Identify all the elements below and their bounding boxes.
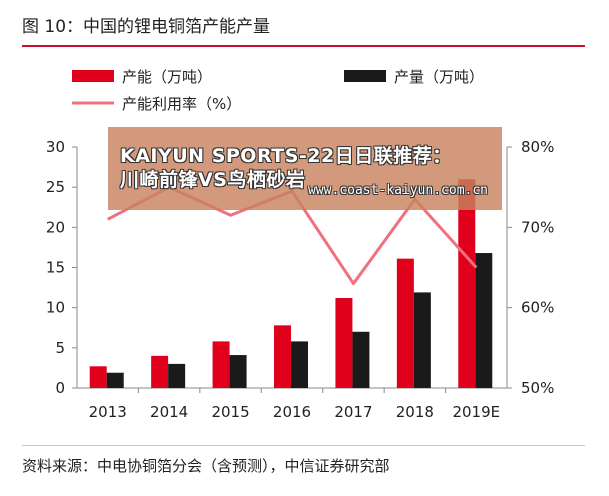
- right-tick-label: 60%: [521, 299, 554, 317]
- source-note: 资料来源：中电协铜箔分会（含预测），中信证券研究部: [22, 457, 390, 475]
- footer-divider: [22, 445, 585, 446]
- capacity-bar: [151, 355, 169, 388]
- banner-headline: KAIYUN SPORTS-22日日联推荐：: [120, 145, 452, 167]
- left-tick-label: 0: [55, 379, 65, 397]
- banner-url: www.coast-kaiyun.com.cn: [307, 183, 488, 198]
- left-tick-label: 25: [46, 178, 65, 196]
- output-bar: [475, 253, 493, 388]
- x-tick-label: 2016: [273, 403, 311, 421]
- title-divider: [22, 45, 585, 47]
- legend-swatch-0: [72, 70, 114, 82]
- legend-label-2: 产能利用率（%）: [122, 95, 241, 113]
- right-tick-label: 70%: [521, 218, 554, 236]
- x-tick-label: 2013: [89, 403, 127, 421]
- capacity-bar: [396, 258, 414, 388]
- capacity-bar: [458, 179, 476, 388]
- legend-label-1: 产量（万吨）: [394, 68, 484, 86]
- chart-area: 产能（万吨） 产量（万吨） 产能利用率（%） 0 5 10 15 20 25 30 50% 60% 7…: [46, 68, 554, 421]
- legend-label-0: 产能（万吨）: [122, 68, 212, 86]
- output-bar: [352, 331, 370, 388]
- capacity-bar: [212, 341, 230, 388]
- left-tick-label: 20: [46, 218, 65, 236]
- output-bar: [106, 372, 124, 388]
- x-tick-label: 2015: [211, 403, 249, 421]
- capacity-bar: [274, 325, 291, 388]
- output-bar: [229, 355, 247, 388]
- left-tick-label: 10: [46, 299, 65, 317]
- left-tick-label: 5: [55, 339, 65, 357]
- tick-labels: 0 5 10 15 20 25 30 50% 60% 70% 80% 2013 2014 2015 2016…: [46, 138, 554, 421]
- output-bar: [291, 341, 308, 388]
- capacity-bar: [89, 366, 107, 388]
- promo-banner: KAIYUN SPORTS-22日日联推荐： 川崎前锋VS鸟栖砂岩 www.co…: [108, 127, 502, 210]
- output-bar: [168, 363, 186, 388]
- left-tick-label: 30: [46, 138, 65, 156]
- x-tick-label: 2018: [396, 403, 434, 421]
- right-tick-label: 50%: [521, 379, 554, 397]
- capacity-bar: [335, 298, 353, 388]
- x-tick-label: 2019E: [452, 403, 500, 421]
- bars: [89, 179, 493, 388]
- legend: 产能（万吨） 产量（万吨） 产能利用率（%）: [72, 68, 484, 113]
- x-tick-label: 2014: [150, 403, 188, 421]
- output-bar: [413, 292, 431, 388]
- banner-subheadline: 川崎前锋VS鸟栖砂岩: [120, 169, 306, 191]
- legend-swatch-1: [344, 70, 386, 82]
- left-tick-label: 15: [46, 259, 65, 277]
- figure-title: 图 10：中国的锂电铜箔产能产量: [22, 17, 271, 37]
- x-tick-label: 2017: [334, 403, 372, 421]
- right-tick-label: 80%: [521, 138, 554, 156]
